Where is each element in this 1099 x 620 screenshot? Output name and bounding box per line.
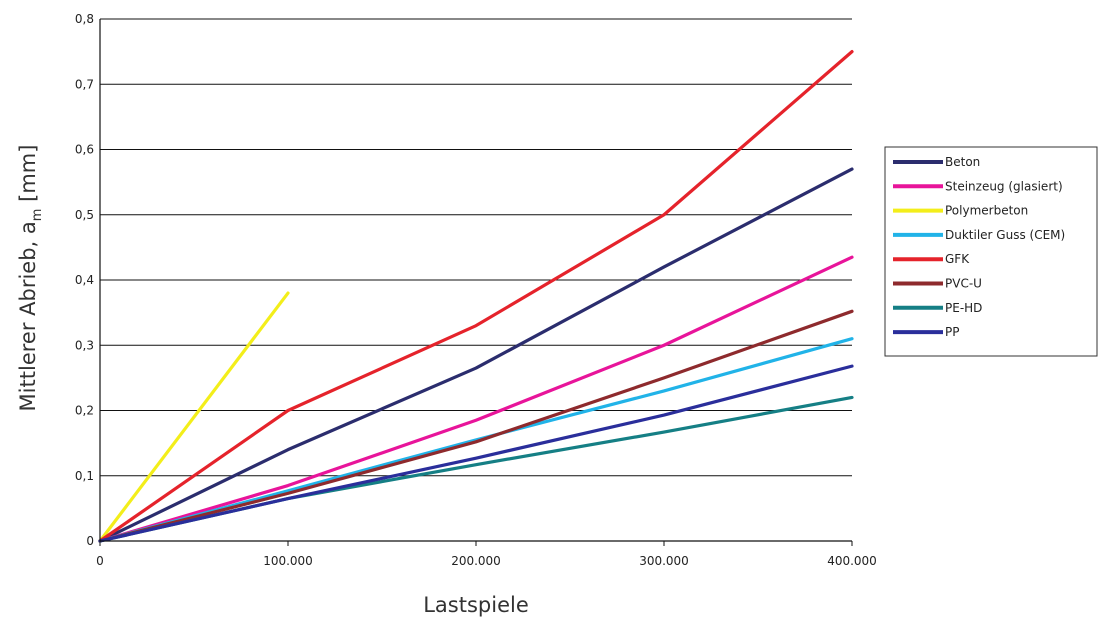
- y-tick-label: 0,8: [75, 12, 94, 26]
- series-line-polymerbeton: [98, 291, 290, 543]
- y-tick-label: 0,7: [75, 77, 94, 91]
- y-tick-label: 0,2: [75, 404, 94, 418]
- series-lines: [98, 50, 854, 543]
- legend-label: GFK: [945, 252, 970, 266]
- x-tick-label: 400.000: [827, 554, 877, 568]
- y-tick-label: 0,4: [75, 273, 94, 287]
- y-tick-label: 0,5: [75, 208, 94, 222]
- grid-lines: [100, 18, 852, 477]
- series-line-gfk: [98, 50, 854, 543]
- y-tick-label: 0,1: [75, 469, 94, 483]
- legend-label: PVC-U: [945, 277, 982, 291]
- legend-label: PP: [945, 325, 959, 339]
- y-axis-title-subscript: m: [30, 209, 45, 222]
- axes: [99, 19, 853, 546]
- x-tick-label: 300.000: [639, 554, 689, 568]
- legend-entries: Beton Steinzeug (glasiert) Polymerbeton Duk…: [893, 155, 1065, 339]
- legend-label: PE-HD: [945, 301, 982, 315]
- legend-label: Beton: [945, 155, 980, 169]
- x-tick-label: 0: [96, 554, 104, 568]
- y-tick-label: 0,6: [75, 143, 94, 157]
- legend-box: [884, 146, 1098, 357]
- x-axis-title: Lastspiele: [423, 593, 529, 617]
- series-line-pvc-u: [98, 309, 854, 543]
- legend-label: Steinzeug (glasiert): [945, 179, 1063, 193]
- x-tick-label: 200.000: [451, 554, 501, 568]
- y-axis-title-main: Mittlerer Abrieb, a: [16, 221, 40, 411]
- series-line-pp: [98, 364, 854, 543]
- legend: Beton Steinzeug (glasiert) Polymerbeton Duk…: [884, 146, 1098, 357]
- y-tick-label: 0,3: [75, 338, 94, 352]
- y-axis-title: Mittlerer Abrieb, am [mm]: [16, 145, 45, 412]
- y-tick-labels: 0 0,1 0,2 0,3 0,4 0,5 0,6 0,7 0,8: [75, 12, 94, 548]
- legend-label: Duktiler Guss (CEM): [945, 228, 1065, 242]
- x-tick-labels: 0 100.000 200.000 300.000 400.000: [96, 554, 877, 568]
- legend-label: Polymerbeton: [945, 204, 1028, 218]
- series-line-steinzeug-glasiert: [98, 255, 854, 543]
- x-tick-label: 100.000: [263, 554, 313, 568]
- y-tick-label: 0: [86, 534, 94, 548]
- series-line-duktiler-guss-cem: [98, 337, 854, 543]
- y-axis-title-unit: [mm]: [16, 145, 40, 209]
- series-line-beton: [98, 167, 854, 543]
